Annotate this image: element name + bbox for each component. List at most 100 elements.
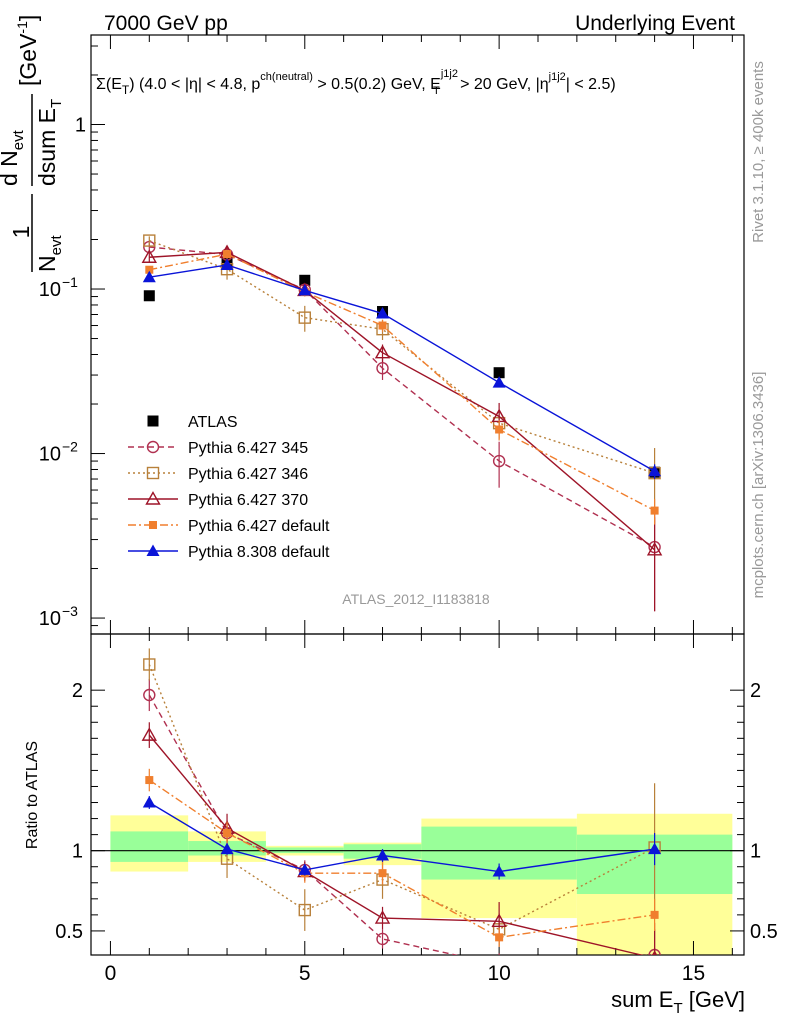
legend-marker	[145, 491, 161, 505]
legend-marker	[149, 521, 157, 529]
data-point-p346	[143, 234, 156, 247]
x-tick-label: 10	[487, 962, 510, 985]
ratio-point-p345	[143, 688, 156, 702]
y-tick-label: 10	[39, 608, 61, 630]
ratio-point-p8def	[492, 865, 506, 877]
legend-marker	[146, 466, 160, 480]
data-point-p8def	[376, 306, 390, 319]
y-tick-label: 10	[39, 279, 61, 301]
x-tick-label: 5	[299, 962, 311, 985]
ratio-line-p345	[148, 694, 655, 955]
ratio-y-tick-label: 1	[72, 841, 83, 863]
legend-label: Pythia 8.308 default	[188, 544, 330, 561]
main-y-label: 1 Nevt d Nevt dsum ET [GeV-1]	[0, 15, 65, 272]
ratio-point-p370	[491, 913, 507, 927]
data-point-p6def	[223, 250, 232, 259]
watermark: ATLAS_2012_I1183818	[342, 591, 490, 607]
band-inner	[110, 831, 189, 862]
legend-item-p8def: Pythia 8.308 default	[128, 544, 330, 561]
ratio-point-p8def	[220, 842, 234, 855]
ratio-series	[141, 648, 662, 955]
ratio-y-tick-label: 2	[72, 680, 83, 702]
ratio-line-p346	[148, 664, 655, 931]
data-point-atlas	[493, 367, 505, 379]
ratio-point-p346	[143, 658, 156, 671]
series-p8def	[142, 258, 662, 480]
ratio-point-p6def	[378, 869, 387, 878]
ratio-line-p8def	[148, 801, 655, 873]
x-tick-label: 0	[105, 962, 117, 985]
ratio-point-p8def	[376, 848, 390, 861]
y-tick-exponent: −1	[62, 274, 78, 290]
ratio-y-label: Ratio to ATLAS	[24, 741, 41, 849]
y-label-dsum: dsum ET	[34, 99, 65, 186]
ratio-point-p6def	[223, 829, 232, 838]
main-panel: 110−110−210−3	[39, 34, 745, 635]
ratio-y-tick-label: 0.5	[55, 921, 83, 943]
data-point-p370	[646, 541, 663, 556]
ratio-y-tick-label-right: 1	[750, 841, 761, 863]
ratio-point-p8def	[298, 863, 312, 875]
series-p6def	[145, 249, 659, 525]
data-point-p370	[141, 249, 158, 263]
ratio-frame	[90, 633, 745, 956]
data-point-p8def	[220, 258, 234, 270]
ratio-point-p370	[141, 727, 158, 741]
legend-item-p370: Pythia 6.427 370	[128, 491, 308, 509]
ratio-point-p8def	[648, 842, 662, 855]
legend-marker	[146, 440, 160, 454]
legend-marker	[147, 415, 159, 427]
ratio-panel: 0 5 10 15 0.5 0.5 1 1 2 2	[55, 633, 778, 985]
ratio-y-tick-label-right: 2	[750, 680, 761, 702]
ratio-point-p6def	[145, 776, 154, 785]
x-axis-label: sum ET [GeV]	[611, 987, 745, 1017]
ratio-point-p346	[298, 903, 311, 917]
data-point-atlas	[299, 274, 311, 286]
series-line-p370	[149, 251, 656, 551]
y-label-unit: [GeV-1]	[14, 15, 41, 86]
data-point-p346	[298, 311, 311, 324]
header-left: 7000 GeV pp	[104, 12, 228, 35]
data-point-p8def	[298, 283, 312, 296]
ratio-line-p6def	[148, 779, 655, 939]
data-point-p8def	[648, 464, 662, 477]
ratio-series-p8def	[142, 796, 662, 880]
header-right: Underlying Event	[575, 12, 735, 35]
y-label-dn: d Nevt	[0, 129, 27, 186]
data-point-p6def	[495, 425, 504, 434]
legend-marker	[146, 544, 160, 556]
ratio-point-p6def	[495, 933, 504, 942]
legend-label: Pythia 6.427 345	[188, 440, 308, 457]
series-line-p8def	[149, 264, 655, 472]
ratio-point-p370	[374, 910, 391, 924]
data-point-p370	[374, 344, 391, 359]
main-title: Σ(ET) (4.0 < |η| < 4.8, pch(neutral) > 0…	[96, 68, 616, 97]
ratio-point-p6def	[650, 910, 659, 919]
data-point-p8def	[492, 376, 506, 388]
rivet-label: Rivet 3.1.10, ≥ 400k events	[750, 61, 767, 243]
data-point-p6def	[378, 321, 387, 330]
legend-label: Pythia 6.427 default	[188, 518, 330, 535]
data-point-p345	[492, 454, 506, 468]
data-point-p6def	[650, 506, 659, 515]
y-tick-exponent: −3	[62, 603, 78, 619]
data-point-p8def	[142, 270, 156, 283]
svg-text:1: 1	[8, 226, 34, 239]
legend-item-p346: Pythia 6.427 346	[128, 466, 308, 483]
x-tick-label: 15	[682, 962, 705, 985]
ratio-line-p370	[148, 734, 645, 955]
data-point-atlas	[143, 290, 155, 302]
legend: ATLAS Pythia 6.427 345 Pythia 6.427 346 Pyt…	[128, 414, 330, 561]
legend-item-atlas: ATLAS	[147, 414, 238, 431]
series-line-p346	[149, 239, 655, 474]
legend-label: ATLAS	[188, 414, 238, 431]
mcplots-label: mcplots.cern.ch [arXiv:1306.3436]	[750, 372, 767, 599]
legend-item-p6def: Pythia 6.427 default	[128, 518, 330, 535]
ratio-point-p8def	[142, 796, 156, 808]
y-label-n: Nevt	[34, 235, 65, 272]
ratio-point-p345	[376, 932, 389, 946]
y-tick-exponent: −2	[62, 439, 78, 455]
legend-label: Pythia 6.427 346	[188, 466, 308, 483]
series-line-p6def	[149, 253, 655, 512]
